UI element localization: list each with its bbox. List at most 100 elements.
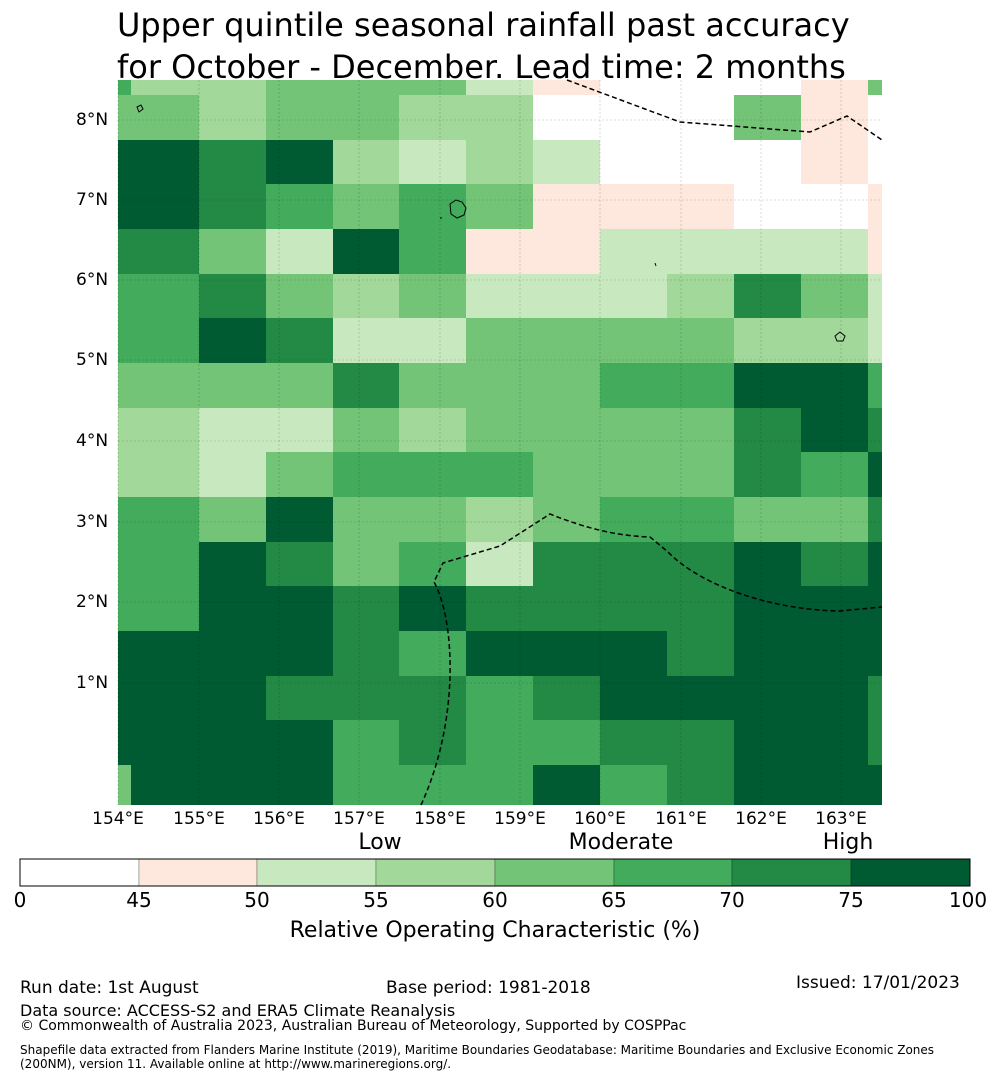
grid-cell — [734, 586, 801, 631]
grid-cell — [131, 676, 199, 720]
grid-cell — [131, 408, 199, 452]
grid-cell — [466, 676, 533, 720]
grid-cell — [466, 631, 533, 676]
grid-cell — [333, 676, 399, 720]
grid-cell — [801, 80, 868, 95]
grid-cell — [734, 229, 801, 274]
grid-cell — [868, 95, 882, 140]
shapefile-credit-line-2: (200NM), version 11. Available online at… — [20, 1057, 452, 1071]
grid-cell — [118, 497, 131, 542]
grid-cell — [868, 765, 882, 805]
grid-cell — [131, 497, 199, 542]
lon-label-160e: 160°E — [574, 809, 626, 829]
grid-cell — [466, 95, 533, 140]
colorbar-tick-0: 0 — [13, 888, 27, 912]
lon-label-157e: 157°E — [333, 809, 385, 829]
grid-cell — [466, 720, 533, 765]
grid-cell — [131, 542, 199, 586]
grid-cell — [131, 720, 199, 765]
grid-cell — [801, 542, 868, 586]
colorbar-tick-100: 100 — [948, 888, 988, 912]
grid-cell — [734, 765, 801, 805]
coastlines — [136, 104, 846, 342]
issued-date: Issued: 17/01/2023 — [796, 973, 960, 993]
grid-cell — [199, 184, 266, 229]
grid-cell — [600, 274, 667, 318]
grid-cell — [199, 720, 266, 765]
grid-cell — [399, 765, 466, 805]
grid-cell — [399, 229, 466, 274]
grid-cell — [399, 452, 466, 497]
grid-cell — [199, 408, 266, 452]
grid-cell — [131, 586, 199, 631]
grid-cell — [600, 95, 667, 140]
grid-cell — [600, 720, 667, 765]
grid-cell — [667, 408, 734, 452]
category-low: Low — [358, 830, 402, 855]
grid-cell — [667, 720, 734, 765]
colorbar-bin — [850, 858, 971, 887]
grid-cell — [533, 631, 600, 676]
lat-label-5n: 5°N — [76, 350, 109, 370]
grid-cell — [533, 586, 600, 631]
grid-cell — [466, 140, 533, 184]
grid-cell — [868, 586, 882, 631]
grid-cell — [600, 452, 667, 497]
lat-label-6n: 6°N — [76, 270, 109, 290]
graticule-lines — [117, 80, 882, 805]
grid-cell — [801, 274, 868, 318]
grid-cell — [266, 586, 333, 631]
grid-cell — [199, 542, 266, 586]
grid-cell — [466, 318, 533, 363]
grid-cell — [868, 318, 882, 363]
colorbar-bin — [494, 858, 615, 887]
grid-cell — [118, 542, 131, 586]
grid-cell — [533, 363, 600, 408]
grid-cell — [466, 229, 533, 274]
grid-cell — [333, 140, 399, 184]
grid-cell — [868, 140, 882, 184]
grid-cell — [667, 274, 734, 318]
grid-cell — [131, 184, 199, 229]
grid-cell — [801, 452, 868, 497]
grid-cell — [118, 631, 131, 676]
grid-cell — [868, 184, 882, 229]
grid-cell — [118, 140, 131, 184]
grid-cell — [399, 676, 466, 720]
lon-label-163e: 163°E — [815, 809, 867, 829]
grid-cell — [199, 497, 266, 542]
grid-cell — [266, 452, 333, 497]
grid-cell — [868, 497, 882, 542]
grid-cell — [868, 80, 882, 95]
grid-cell — [801, 140, 868, 184]
grid-cell — [600, 631, 667, 676]
island-small-2 — [654, 262, 657, 267]
grid-cell — [399, 542, 466, 586]
grid-cell — [333, 184, 399, 229]
grid-cell — [118, 586, 131, 631]
eez-boundary-north — [566, 79, 883, 141]
grid-cell — [600, 586, 667, 631]
grid-cell — [533, 274, 600, 318]
grid-cell — [131, 452, 199, 497]
lon-label-155e: 155°E — [173, 809, 225, 829]
grid-cell — [734, 720, 801, 765]
lon-label-156e: 156°E — [253, 809, 305, 829]
grid-cell — [533, 140, 600, 184]
grid-cell — [667, 452, 734, 497]
grid-cell — [399, 586, 466, 631]
grid-cell — [333, 363, 399, 408]
grid-cell — [801, 586, 868, 631]
grid-cell — [466, 80, 533, 95]
grid-cell — [533, 452, 600, 497]
grid-cell — [533, 676, 600, 720]
grid-cell — [199, 318, 266, 363]
grid-cell — [333, 497, 399, 542]
colorbar-tick-75: 75 — [838, 888, 864, 912]
grid-cell — [868, 408, 882, 452]
title-line-1: Upper quintile seasonal rainfall past ac… — [117, 6, 850, 44]
grid-cell — [333, 452, 399, 497]
grid-cell — [333, 631, 399, 676]
shapefile-credit-line-1: Shapefile data extracted from Flanders M… — [20, 1043, 935, 1057]
colorbar-tick-45: 45 — [126, 888, 152, 912]
